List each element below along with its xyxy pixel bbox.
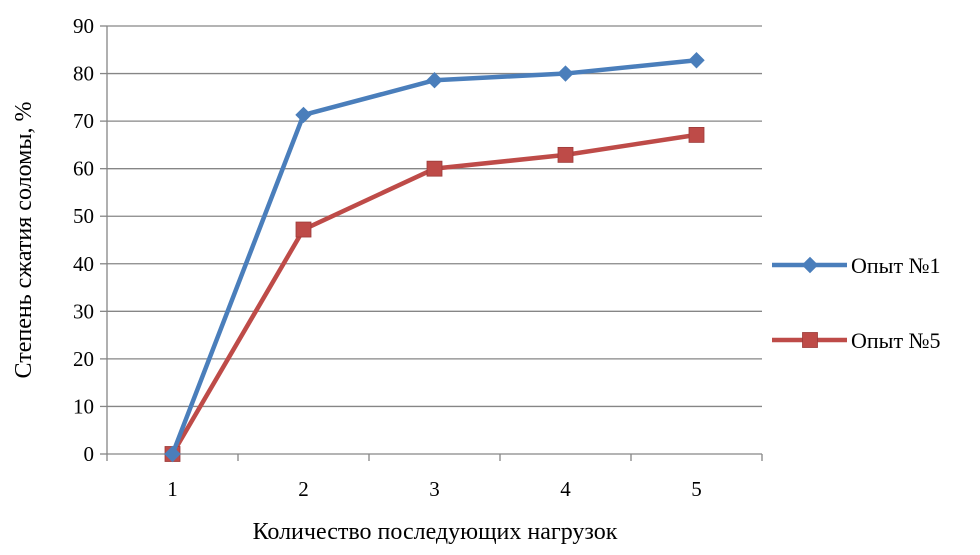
y-tick-label: 0 xyxy=(84,442,95,466)
series-1 xyxy=(164,52,705,463)
y-tick-label: 80 xyxy=(73,62,94,86)
y-axis-title: Степень сжатия соломы, % xyxy=(11,102,37,379)
y-tick-label: 20 xyxy=(73,347,94,371)
x-tick-label: 4 xyxy=(560,477,571,501)
data-point-diamond xyxy=(557,65,574,82)
x-tick-label: 5 xyxy=(691,477,702,501)
x-tick-label: 3 xyxy=(429,477,440,501)
data-point-diamond xyxy=(426,72,443,89)
data-point-square xyxy=(426,160,443,177)
data-point-diamond xyxy=(295,106,312,124)
y-tick-label: 90 xyxy=(73,14,94,38)
x-tick-labels: 1 2 3 4 5 xyxy=(167,477,702,501)
y-tick-label: 60 xyxy=(73,157,94,181)
series-2 xyxy=(164,127,705,462)
legend: Опыт №1 Опыт №5 xyxy=(772,253,941,353)
data-point-diamond xyxy=(688,52,705,69)
x-axis-title: Количество последующих нагрузок xyxy=(253,519,618,545)
legend-label: Опыт №5 xyxy=(851,328,941,353)
y-tick-label: 70 xyxy=(73,109,94,133)
data-point-square xyxy=(557,146,574,163)
legend-item: Опыт №5 xyxy=(772,328,941,353)
data-point-square xyxy=(688,127,705,143)
data-point-square xyxy=(295,221,312,238)
x-tick-label: 2 xyxy=(298,477,309,501)
series-layer xyxy=(164,52,705,463)
y-tick-label: 10 xyxy=(73,394,94,418)
y-tick-label: 50 xyxy=(73,204,94,228)
data-point-diamond xyxy=(801,256,819,274)
y-tick-labels: 0 10 20 30 40 50 60 70 80 90 xyxy=(73,14,94,466)
axes xyxy=(100,25,763,461)
y-tick-label: 40 xyxy=(73,252,94,276)
y-tick-label: 30 xyxy=(73,299,94,323)
data-point-diamond xyxy=(164,445,181,463)
legend-label: Опыт №1 xyxy=(851,253,941,278)
legend-item: Опыт №1 xyxy=(772,253,941,278)
series-line xyxy=(170,58,697,455)
x-tick-label: 1 xyxy=(167,477,178,501)
data-point-square xyxy=(802,332,818,348)
